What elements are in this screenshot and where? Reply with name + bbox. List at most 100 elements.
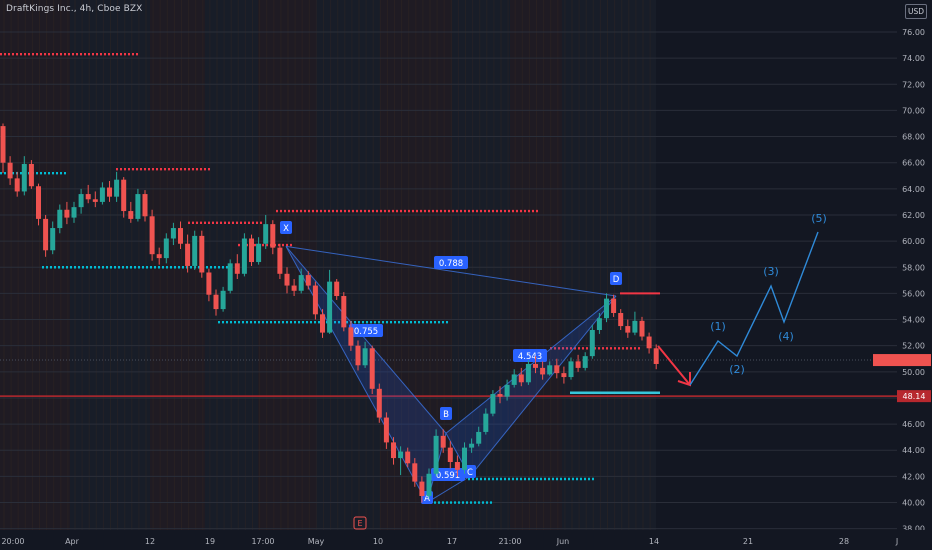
candle-body [419, 481, 425, 496]
pattern-point-x: X [280, 221, 292, 234]
candle [462, 442, 467, 474]
candle-body [462, 447, 467, 470]
candle [149, 209, 155, 261]
candle-body [256, 243, 262, 263]
candle-body [341, 296, 347, 328]
candle-body [149, 216, 155, 255]
candle-body [582, 356, 588, 368]
earnings-marker-text: E [357, 519, 362, 528]
price-tick: 66.00 [902, 159, 925, 168]
candle-body [291, 285, 297, 291]
candle [78, 188, 84, 214]
candle [121, 177, 127, 218]
price-badges: 48.14 [873, 354, 931, 403]
candle-body [639, 320, 645, 337]
candle [547, 361, 553, 376]
candle-body [327, 281, 333, 333]
candle-body [490, 394, 496, 414]
time-tick: 28 [839, 537, 849, 546]
candle [327, 269, 333, 334]
candle [426, 468, 432, 499]
pattern-ratio-0-text: 0.788 [439, 259, 463, 269]
candle [540, 361, 546, 380]
wave-label-2: (2) [729, 363, 745, 376]
pattern-triangle-xab [286, 246, 446, 503]
pattern-ratio-0-bg [434, 256, 468, 269]
candle-body [497, 394, 503, 397]
candle [107, 180, 112, 202]
candle-body [398, 451, 404, 459]
time-axis[interactable]: 20:00 Apr 12 19 17:00 May 10 17 21:00 Jun 14 21 28 J E [0, 516, 932, 550]
pattern-ratio-1: 0.755 [349, 324, 383, 337]
candle-body [192, 235, 198, 266]
candle [483, 408, 489, 435]
last-price-badge [897, 354, 931, 367]
candle [0, 123, 6, 174]
candle-body [114, 179, 120, 197]
candle [412, 458, 418, 487]
wave-label-4: (4) [778, 330, 794, 343]
candle-body [121, 179, 127, 212]
pattern-point-d: D [610, 272, 622, 285]
candle-body [547, 365, 553, 375]
candle-body [575, 361, 581, 368]
candle [596, 313, 602, 334]
candle [575, 354, 581, 372]
candle [99, 182, 105, 205]
candle [376, 383, 382, 423]
candle [270, 220, 276, 255]
candle [362, 341, 368, 368]
price-tick: 60.00 [902, 237, 925, 246]
candle-body [383, 417, 389, 443]
candle-body [21, 164, 27, 192]
candle-body [355, 345, 361, 366]
candle-body [43, 218, 49, 251]
candle [561, 366, 567, 384]
candle-body [611, 298, 617, 314]
session-band [316, 0, 380, 530]
elliott-wave-projection[interactable]: (1) (2) (3) (4) (5) [657, 212, 827, 387]
candle-body [469, 443, 475, 448]
earnings-marker-box [353, 516, 367, 530]
candle-body [604, 298, 609, 319]
candle [170, 222, 176, 246]
session-band [70, 0, 150, 530]
price-tick: 64.00 [902, 185, 925, 194]
candle-body [36, 186, 41, 219]
candle [192, 230, 198, 270]
wave-label-1: (1) [710, 320, 726, 333]
currency-badge[interactable]: USD [905, 4, 927, 19]
pattern-ratio-3-bg [513, 349, 547, 362]
candle-body [540, 367, 546, 375]
candle [263, 214, 269, 249]
symbol-title[interactable]: DraftKings Inc., 4h, Cboe BZX [6, 4, 143, 14]
price-axis[interactable]: 76.00 74.00 72.00 70.00 68.00 66.00 64.00 62.00… [897, 0, 932, 534]
time-tick: 21 [743, 537, 753, 546]
time-tick: Apr [65, 537, 80, 546]
candle-body [412, 463, 418, 482]
candle-body [185, 243, 191, 266]
price-tick: 54.00 [902, 316, 925, 325]
candle-body [241, 238, 247, 274]
candle-body [64, 209, 70, 218]
candle [639, 316, 645, 341]
harmonic-pattern[interactable]: X A B C D 0.788 0.755 0.591 4.543 [280, 221, 622, 504]
candle [135, 188, 141, 222]
candle [646, 332, 652, 354]
candle-body [454, 462, 460, 470]
candle [43, 214, 49, 257]
candle-body [320, 314, 325, 333]
candle-body [249, 238, 254, 263]
earnings-marker: E [353, 516, 367, 530]
pattern-ratio-2-bg [431, 468, 465, 481]
pattern-ratio-2-text: 0.591 [436, 471, 460, 481]
support-price-text: 48.14 [903, 392, 926, 401]
candle [249, 234, 254, 266]
candle [440, 429, 446, 453]
pattern-ratio-3-text: 4.543 [518, 352, 542, 362]
candle-body [227, 263, 233, 291]
candle [277, 243, 283, 280]
candle [604, 293, 609, 323]
